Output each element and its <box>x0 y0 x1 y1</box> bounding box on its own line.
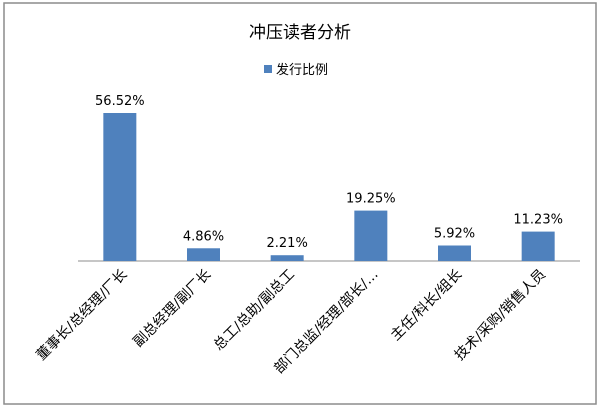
bar <box>187 248 220 261</box>
bar <box>438 245 471 261</box>
data-label: 5.92% <box>434 226 475 241</box>
bar <box>270 255 304 261</box>
bar <box>521 231 555 261</box>
bar <box>354 210 388 261</box>
data-label: 19.25% <box>346 192 396 207</box>
data-label: 2.21% <box>267 236 308 251</box>
data-label: 11.23% <box>513 213 563 228</box>
chart-title: 冲压读者分析 <box>249 23 351 43</box>
data-label: 56.52% <box>95 94 145 109</box>
bar <box>103 113 137 261</box>
legend-label: 发行比例 <box>276 62 328 78</box>
data-label: 4.86% <box>183 229 224 244</box>
legend-swatch <box>264 65 272 73</box>
chart-border <box>3 2 597 405</box>
